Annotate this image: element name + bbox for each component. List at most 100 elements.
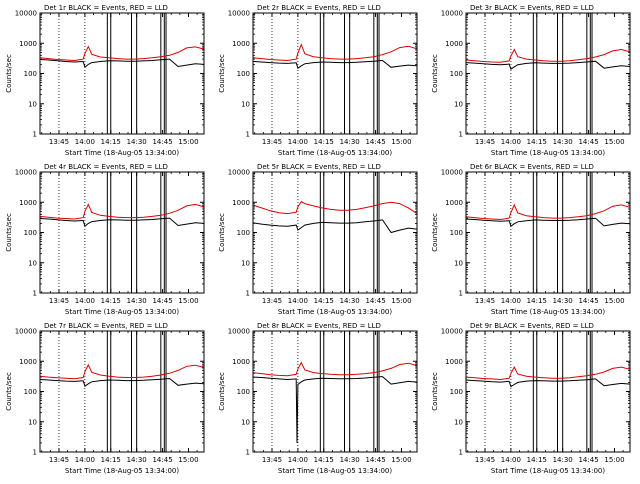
chart-title: Det 5r BLACK = Events, RED = LLD <box>257 163 381 171</box>
series-line-lld <box>465 203 631 221</box>
y-tick-label: 10000 <box>441 10 463 18</box>
x-tick-label: 14:30 <box>127 456 147 464</box>
y-tick-label: 1000 <box>19 199 37 207</box>
chart-title: Det 6r BLACK = Events, RED = LLD <box>470 163 594 171</box>
y-tick-label: 1 <box>33 449 37 457</box>
x-axis-label: Start Time (18-Aug-05 13:34:00) <box>65 467 179 475</box>
x-tick-label: 13:45 <box>262 297 282 305</box>
series-line-events <box>252 376 418 443</box>
chart-panel-3: Det 3r BLACK = Events, RED = LLD Counts/s… <box>431 4 631 157</box>
chart-title: Det 1r BLACK = Events, RED = LLD <box>44 4 168 12</box>
x-axis-label: Start Time (18-Aug-05 13:34:00) <box>491 467 605 475</box>
y-tick-label: 1 <box>33 131 37 139</box>
y-axis-label: Counts/sec <box>5 54 13 93</box>
x-tick-label: 14:00 <box>501 297 521 305</box>
y-tick-label: 1 <box>246 290 250 298</box>
x-axis-label: Start Time (18-Aug-05 13:34:00) <box>278 467 392 475</box>
x-tick-label: 14:00 <box>288 297 308 305</box>
x-tick-label: 14:15 <box>101 138 121 146</box>
chart-title: Det 4r BLACK = Events, RED = LLD <box>44 163 168 171</box>
x-tick-label: 14:30 <box>127 138 147 146</box>
x-tick-label: 14:30 <box>340 297 360 305</box>
plot-frame <box>252 12 418 135</box>
x-tick-label: 13:45 <box>475 297 495 305</box>
series-line-lld <box>252 43 418 62</box>
plot-frame <box>465 330 631 453</box>
y-tick-label: 10 <box>241 259 250 267</box>
x-tick-label: 14:15 <box>101 456 121 464</box>
x-tick-label: 14:15 <box>314 138 334 146</box>
y-axis-label: Counts/sec <box>218 54 226 93</box>
y-tick-label: 1 <box>459 131 463 139</box>
chart-title: Det 8r BLACK = Events, RED = LLD <box>257 322 381 330</box>
y-tick-label: 1000 <box>232 40 250 48</box>
x-tick-label: 15:00 <box>178 138 198 146</box>
series-line-events <box>465 60 631 70</box>
series-line-lld <box>39 203 205 220</box>
y-tick-label: 10 <box>28 100 37 108</box>
x-tick-label: 15:00 <box>604 297 624 305</box>
x-tick-label: 15:00 <box>391 138 411 146</box>
x-tick-label: 14:15 <box>101 297 121 305</box>
y-tick-label: 10000 <box>228 10 250 18</box>
chart-panel-1: Det 1r BLACK = Events, RED = LLD Counts/s… <box>5 4 205 157</box>
y-tick-label: 10 <box>241 100 250 108</box>
x-tick-label: 14:45 <box>365 138 385 146</box>
y-axis-label: Counts/sec <box>218 372 226 411</box>
x-tick-label: 14:45 <box>578 297 598 305</box>
x-tick-label: 14:30 <box>553 456 573 464</box>
y-tick-label: 10000 <box>15 10 37 18</box>
series-line-events <box>465 217 631 228</box>
plot-frame <box>465 12 631 135</box>
x-tick-label: 13:45 <box>49 297 69 305</box>
x-tick-label: 14:30 <box>127 297 147 305</box>
plot-frame <box>39 330 205 453</box>
y-tick-label: 1 <box>246 131 250 139</box>
x-tick-label: 13:45 <box>262 456 282 464</box>
y-axis-label: Counts/sec <box>5 372 13 411</box>
y-tick-label: 10 <box>454 259 463 267</box>
y-tick-label: 100 <box>237 70 250 78</box>
y-tick-label: 10000 <box>228 328 250 336</box>
x-tick-label: 15:00 <box>391 456 411 464</box>
x-tick-label: 15:00 <box>391 297 411 305</box>
x-tick-label: 13:45 <box>49 456 69 464</box>
series-line-events <box>39 58 205 69</box>
series-line-events <box>252 219 418 234</box>
x-tick-label: 14:45 <box>365 297 385 305</box>
chart-title: Det 7r BLACK = Events, RED = LLD <box>44 322 168 330</box>
x-tick-label: 14:15 <box>527 297 547 305</box>
plot-frame <box>39 12 205 135</box>
series-line-lld <box>465 366 631 381</box>
y-tick-label: 1000 <box>445 40 463 48</box>
y-tick-label: 10 <box>28 418 37 426</box>
x-tick-label: 14:15 <box>527 138 547 146</box>
x-axis-label: Start Time (18-Aug-05 13:34:00) <box>491 149 605 157</box>
x-tick-label: 13:45 <box>262 138 282 146</box>
y-tick-label: 1000 <box>19 40 37 48</box>
x-tick-label: 14:00 <box>75 138 95 146</box>
x-tick-label: 15:00 <box>178 456 198 464</box>
chart-panel-5: Det 5r BLACK = Events, RED = LLD Counts/s… <box>218 163 418 316</box>
y-tick-label: 100 <box>24 229 37 237</box>
series-line-events <box>465 378 631 388</box>
x-tick-label: 15:00 <box>178 297 198 305</box>
y-tick-label: 10000 <box>15 169 37 177</box>
y-axis-label: Counts/sec <box>218 213 226 252</box>
x-tick-label: 14:00 <box>288 138 308 146</box>
y-tick-label: 1 <box>246 449 250 457</box>
y-tick-label: 10 <box>28 259 37 267</box>
plot-frame <box>39 171 205 294</box>
series-line-events <box>39 377 205 388</box>
x-tick-label: 14:30 <box>553 297 573 305</box>
x-tick-label: 14:15 <box>314 297 334 305</box>
y-tick-label: 10000 <box>228 169 250 177</box>
y-tick-label: 100 <box>450 388 463 396</box>
y-axis-label: Counts/sec <box>5 213 13 252</box>
chart-panel-4: Det 4r BLACK = Events, RED = LLD Counts/s… <box>5 163 205 316</box>
x-tick-label: 14:00 <box>75 456 95 464</box>
series-line-lld <box>39 45 205 62</box>
y-tick-label: 100 <box>237 388 250 396</box>
